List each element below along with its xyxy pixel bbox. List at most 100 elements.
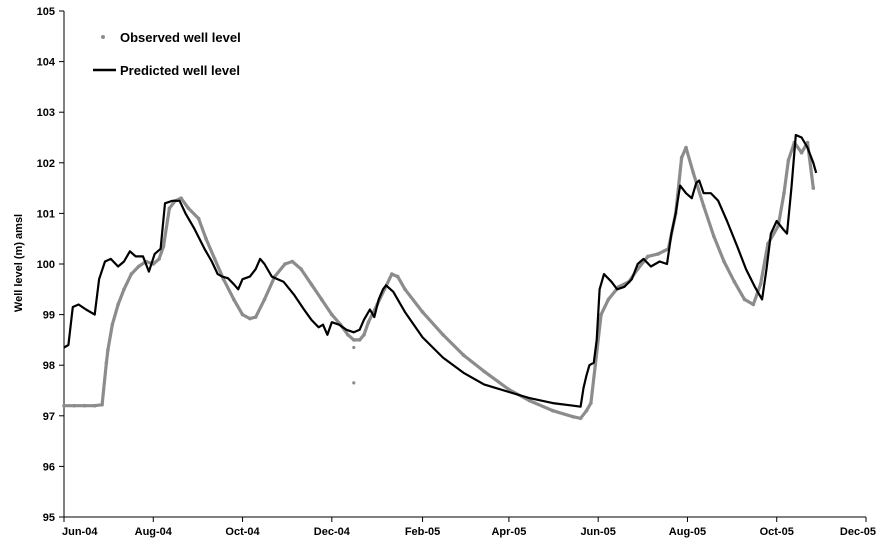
observed-data-point (116, 302, 120, 307)
observed-data-point (722, 259, 726, 264)
observed-data-point (395, 274, 400, 279)
observed-data-point (461, 353, 466, 357)
observed-data-point (309, 282, 314, 287)
observed-data-point (92, 403, 97, 408)
observed-data-point (319, 297, 324, 302)
observed-data-point (157, 257, 161, 261)
x-tick-label: Aug-05 (669, 526, 706, 538)
y-tick-label: 96 (43, 461, 55, 473)
observed-data-point (290, 259, 295, 264)
observed-data-point (346, 333, 350, 337)
observed-data-point (136, 264, 141, 269)
observed-data-point (262, 297, 267, 302)
x-tick-label: Aug-04 (135, 526, 173, 538)
legend-item-predicted: Predicted well level (93, 63, 240, 78)
observed-data-point (248, 316, 252, 321)
observed-data-point (441, 333, 445, 337)
legend-item-observed: Observed well level (101, 30, 241, 45)
y-axis-title: Well level (m) amsl (13, 214, 25, 312)
x-ticks: Jun-04 Aug-04 Oct-04 Dec-04 Feb-05 Apr-05 Jun-… (62, 517, 876, 538)
observed-data-point (646, 254, 650, 259)
predicted-series-line (63, 133, 818, 408)
y-tick-label: 95 (43, 512, 55, 524)
x-tick-label: Apr-05 (491, 526, 526, 538)
observed-data-point (129, 272, 134, 276)
observed-data-point (551, 408, 555, 413)
legend-observed-marker (101, 35, 105, 39)
observed-data-point (240, 312, 245, 317)
y-tick-label: 98 (43, 360, 55, 372)
observed-data-point (362, 333, 366, 337)
observed-data-point (805, 140, 810, 145)
observed-data-point (330, 312, 334, 317)
x-tick-label: Oct-04 (225, 526, 260, 538)
observed-data-point (799, 150, 804, 155)
observed-data-point (507, 387, 511, 392)
observed-data-point (691, 171, 696, 175)
observed-data-point (72, 403, 76, 408)
observed-data-point (701, 204, 706, 208)
observed-data-point (684, 145, 688, 150)
observed-outlier-point (352, 345, 356, 350)
x-tick-label: Feb-05 (405, 526, 440, 538)
observed-data-point (299, 267, 303, 271)
observed-series (62, 140, 816, 421)
x-tick-label: Jun-05 (580, 526, 615, 538)
y-tick-label: 99 (43, 310, 55, 322)
plot-area: 95 96 97 98 99 100 101 102 103 104 105 Jun-04 Aug-0… (37, 6, 876, 538)
observed-data-point (786, 158, 791, 163)
observed-data-point (732, 279, 737, 284)
legend-predicted-label: Predicted well level (120, 63, 240, 78)
observed-data-point (527, 398, 532, 403)
observed-data-point (167, 206, 172, 211)
observed-data-point (571, 415, 576, 419)
y-tick-label: 102 (37, 158, 55, 170)
y-tick-label: 100 (37, 259, 55, 271)
observed-data-point (584, 408, 589, 413)
observed-data-point (482, 369, 486, 374)
observed-data-point (578, 416, 583, 421)
observed-data-point (186, 206, 191, 211)
observed-data-point (758, 282, 763, 287)
observed-data-point (204, 236, 208, 241)
observed-data-point (62, 403, 66, 408)
observed-data-point (420, 310, 425, 314)
legend-observed-label: Observed well level (120, 30, 241, 45)
observed-data-point (599, 312, 603, 317)
observed-data-point (782, 191, 786, 195)
observed-data-point (390, 272, 394, 276)
observed-data-point (104, 360, 109, 365)
observed-data-point (100, 402, 104, 407)
observed-data-point (811, 186, 816, 190)
observed-data-point (253, 315, 258, 319)
observed-data-point (656, 252, 660, 256)
y-tick-label: 105 (37, 6, 55, 18)
observed-data-point (403, 287, 407, 292)
observed-data-point (742, 297, 747, 302)
observed-data-point (357, 338, 362, 342)
observed-data-point (366, 320, 371, 325)
x-tick-label: Jun-04 (62, 526, 98, 538)
x-tick-label: Dec-04 (314, 526, 351, 538)
observed-data-point (232, 297, 236, 302)
observed-data-point (352, 338, 356, 342)
y-tick-label: 104 (37, 57, 56, 69)
observed-data-point (110, 322, 115, 327)
observed-data-point (82, 403, 87, 408)
observed-data-point (606, 297, 611, 302)
predicted-series (63, 133, 818, 408)
y-tick-label: 103 (37, 107, 55, 119)
y-ticks: 95 96 97 98 99 100 101 102 103 104 105 (37, 6, 64, 524)
observed-data-point (122, 287, 126, 292)
observed-data-point (679, 155, 684, 160)
y-tick-label: 97 (43, 411, 55, 423)
observed-data-point (179, 196, 183, 200)
y-tick-label: 101 (37, 208, 55, 220)
observed-data-point (283, 262, 287, 266)
observed-data-point (712, 234, 716, 238)
observed-data-point (751, 302, 756, 307)
observed-data-point (212, 257, 217, 261)
observed-data-point (196, 216, 201, 221)
